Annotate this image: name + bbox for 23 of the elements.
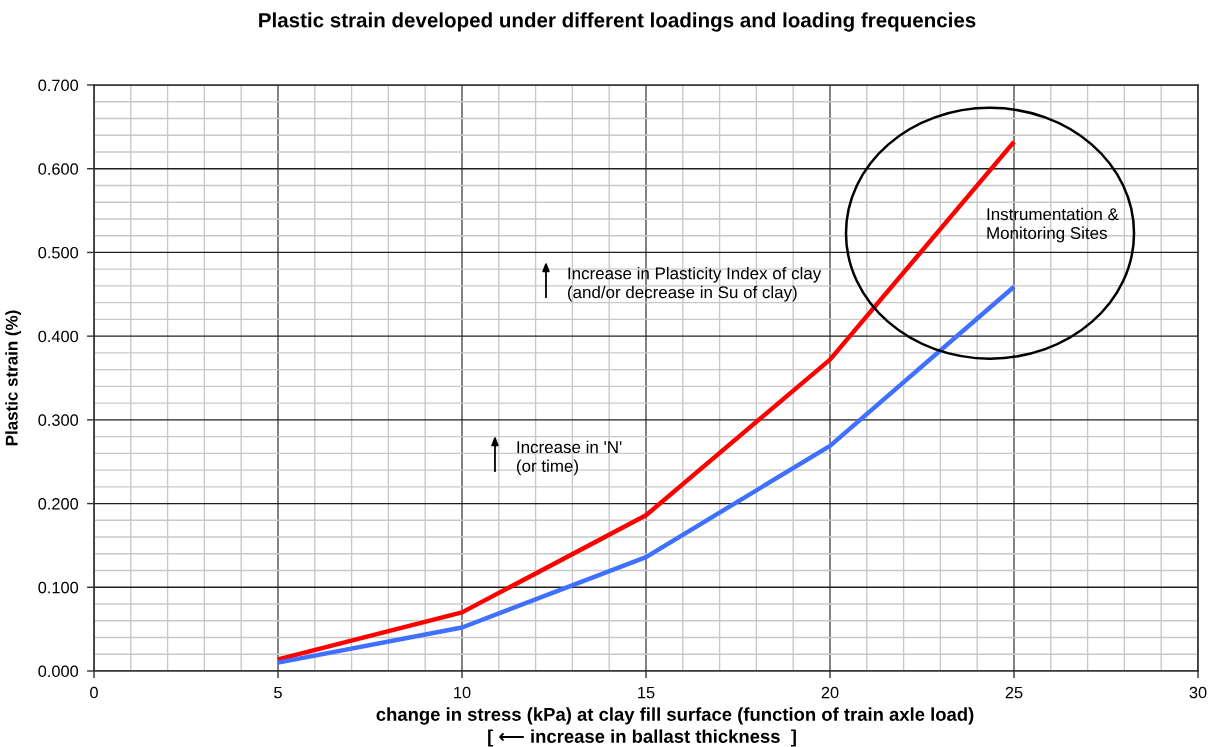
y-tick-label: 0.300 xyxy=(38,414,79,426)
x-tick-label: 15 xyxy=(638,686,655,699)
annotation: Increase in 'N' (or time) xyxy=(517,440,622,476)
x-tick-label: 5 xyxy=(274,686,282,699)
x-tick-label: 20 xyxy=(821,686,839,699)
y-tick-label: 0.700 xyxy=(38,79,79,92)
y-tick-label: 0.600 xyxy=(38,163,79,175)
y-tick-label: 0.000 xyxy=(38,665,79,678)
chart-title: Plastic strain developed under different loadings and loading frequencies xyxy=(259,12,976,32)
x-axis-title: change in stress (kPa) at clay fill surface (function of train axle load) xyxy=(376,707,974,725)
text: [ ⟵ increase in ballast thickness ] xyxy=(488,729,796,747)
y-tick-label: 0.500 xyxy=(38,246,79,259)
annotation: Increase in Plasticity Index of clay (and/or decrease in Su of clay) xyxy=(568,266,822,302)
x-tick-label: 25 xyxy=(1005,686,1023,699)
y-tick-label: 0.200 xyxy=(38,498,79,510)
x-tick-label: 10 xyxy=(454,686,471,699)
y-axis-title: Plastic strain (%) xyxy=(5,310,22,446)
x-tick-label: 0 xyxy=(90,686,98,699)
y-tick-label: 0.400 xyxy=(38,330,79,343)
line-series xyxy=(275,284,1017,665)
y-tick-label: 0.100 xyxy=(38,581,79,594)
annotation: Instrumentation & Monitoring Sites xyxy=(987,207,1119,243)
x-tick-label: 30 xyxy=(1189,686,1207,699)
